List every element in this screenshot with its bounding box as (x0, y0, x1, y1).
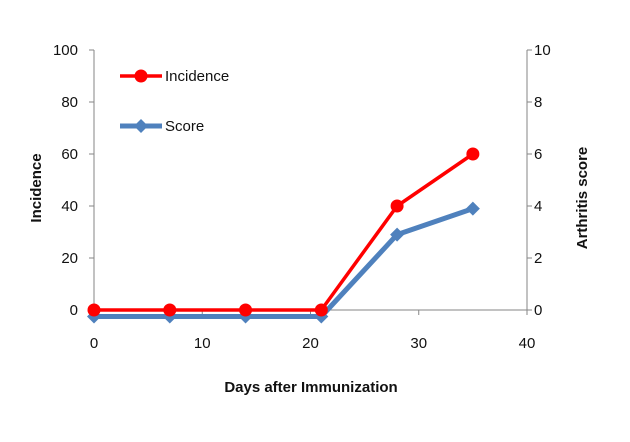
y-tick-label: 0 (70, 302, 78, 319)
y-tick-label: 20 (61, 250, 78, 267)
y-tick-label: 100 (53, 42, 78, 59)
x-tick-label: 20 (302, 335, 319, 352)
series-incidence (87, 147, 480, 317)
data-point (466, 147, 480, 161)
x-tick-label: 40 (519, 335, 536, 352)
series-layer (87, 147, 480, 324)
legend-marker (134, 119, 148, 133)
data-point (314, 303, 328, 317)
legend-label: Score (165, 118, 204, 135)
x-tick-label: 0 (90, 335, 98, 352)
series-line (94, 206, 474, 319)
y2-tick-label: 6 (534, 146, 542, 163)
legend: Incidence Score (120, 68, 229, 135)
data-point (465, 201, 480, 216)
data-point (239, 303, 253, 317)
y-tick-label: 80 (61, 94, 78, 111)
series-line (94, 152, 474, 312)
x-tick-label: 10 (194, 335, 211, 352)
y2-axis-label: Arthritis score (574, 147, 591, 250)
y2-tick-label: 10 (534, 42, 551, 59)
legend-item: Score (120, 118, 204, 135)
data-point (87, 303, 101, 317)
data-point (390, 227, 405, 242)
data-point (390, 199, 404, 213)
y-tick-label: 60 (61, 146, 78, 163)
x-tick-label: 30 (410, 335, 427, 352)
x-axis-label: Days after Immunization (224, 379, 397, 396)
data-point (163, 303, 177, 317)
series-score (87, 201, 480, 324)
legend-item: Incidence (120, 68, 229, 85)
y2-tick-label: 4 (534, 198, 542, 215)
legend-label: Incidence (165, 68, 229, 85)
y2-tick-label: 2 (534, 250, 542, 267)
y2-tick-label: 8 (534, 94, 542, 111)
y-axis-label: Incidence (28, 153, 45, 222)
y2-tick-label: 0 (534, 302, 542, 319)
y-tick-label: 40 (61, 198, 78, 215)
legend-marker (134, 69, 148, 83)
